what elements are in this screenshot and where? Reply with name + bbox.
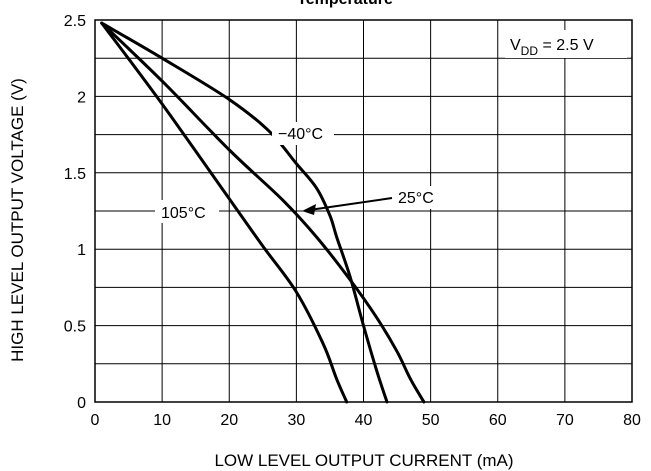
curves [102,23,424,402]
x-tick-label: 30 [287,412,305,429]
x-tick-label: 60 [489,412,507,429]
chart-title: Temperature [297,0,393,8]
x-tick-label: 50 [422,412,440,429]
y-tick-label: 2 [77,89,86,106]
label-arrow-head [302,204,316,215]
x-tick-label: 70 [556,412,574,429]
y-tick-label: 0.5 [64,319,86,336]
series-line-25c [102,23,424,402]
y-tick-label: 2.5 [64,13,86,30]
vdd-suffix: = 2.5 V [538,37,594,54]
x-tick-label: 20 [220,412,238,429]
curve-label-40c: −40°C [278,126,323,143]
vdd-prefix: V [510,37,521,54]
curve-label-25c: 25°C [398,190,434,207]
tick-labels: 0 10 20 30 40 50 60 70 80 0 0.5 1 1.5 2 2.5 [64,13,641,429]
curve-label-105c: 105°C [161,205,206,222]
x-axis-title: LOW LEVEL OUTPUT CURRENT (mA) [214,451,513,470]
y-tick-label: 1.5 [64,166,86,183]
vdd-subscript: DD [521,44,539,58]
x-tick-label: 0 [91,412,100,429]
y-tick-label: 0 [77,395,86,412]
y-tick-label: 1 [77,242,86,259]
x-tick-label: 10 [153,412,171,429]
x-tick-label: 40 [355,412,373,429]
y-axis-title: HIGH LEVEL OUTPUT VOLTAGE (V) [8,78,27,362]
x-tick-label: 80 [623,412,641,429]
